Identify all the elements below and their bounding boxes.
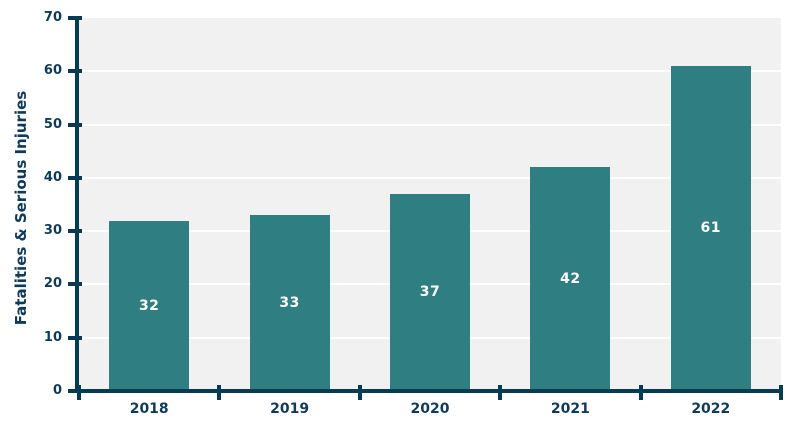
bar-value-label: 61 [700, 220, 722, 237]
y-tick-mark-60 [68, 69, 82, 74]
y-tick-label-20: 20 [43, 276, 62, 292]
y-tick-label-40: 40 [43, 169, 62, 185]
x-tick-label-2020: 2020 [410, 401, 450, 417]
bar-2021: 42 [530, 167, 611, 391]
x-tick-mark-4 [638, 385, 643, 400]
bar-value-label: 33 [279, 295, 300, 312]
x-tick-mark-3 [498, 385, 503, 400]
bar-value-label: 42 [560, 271, 581, 288]
gridline-y-40 [79, 176, 781, 179]
x-tick-mark-1 [217, 385, 222, 400]
y-tick-mark-40 [68, 175, 82, 180]
y-tick-mark-20 [68, 282, 82, 287]
y-tick-label-60: 60 [43, 63, 62, 79]
y-tick-label-50: 50 [43, 116, 62, 132]
x-tick-mark-2 [357, 385, 362, 400]
x-axis-line [75, 389, 783, 393]
plot-area: 32 33 37 42 61 [79, 18, 781, 391]
y-tick-mark-70 [68, 16, 82, 20]
x-tick-mark-0 [77, 385, 81, 400]
bar-value-label: 32 [138, 297, 160, 314]
x-tick-label-2019: 2019 [270, 401, 310, 417]
y-tick-mark-30 [68, 229, 82, 234]
y-tick-label-0: 0 [52, 383, 62, 398]
bar-value-label: 37 [419, 284, 441, 301]
y-tick-label-30: 30 [43, 223, 62, 239]
y-tick-mark-10 [68, 335, 82, 340]
bar-2018: 32 [109, 220, 190, 391]
y-axis-line [75, 16, 79, 393]
bar-2022: 61 [670, 65, 751, 391]
gridline-y-60 [79, 70, 781, 73]
y-tick-label-10: 10 [43, 329, 62, 345]
x-tick-label-2018: 2018 [129, 401, 169, 417]
gridline-y-50 [79, 123, 781, 126]
x-tick-label-2021: 2021 [550, 401, 590, 417]
bar-2019: 33 [249, 215, 330, 391]
bar-2020: 37 [390, 193, 470, 391]
x-tick-label-2022: 2022 [691, 401, 731, 417]
y-tick-mark-0 [68, 389, 82, 393]
y-tick-label-70: 70 [43, 10, 62, 25]
y-tick-mark-50 [68, 122, 82, 127]
x-tick-mark-5 [779, 385, 783, 400]
